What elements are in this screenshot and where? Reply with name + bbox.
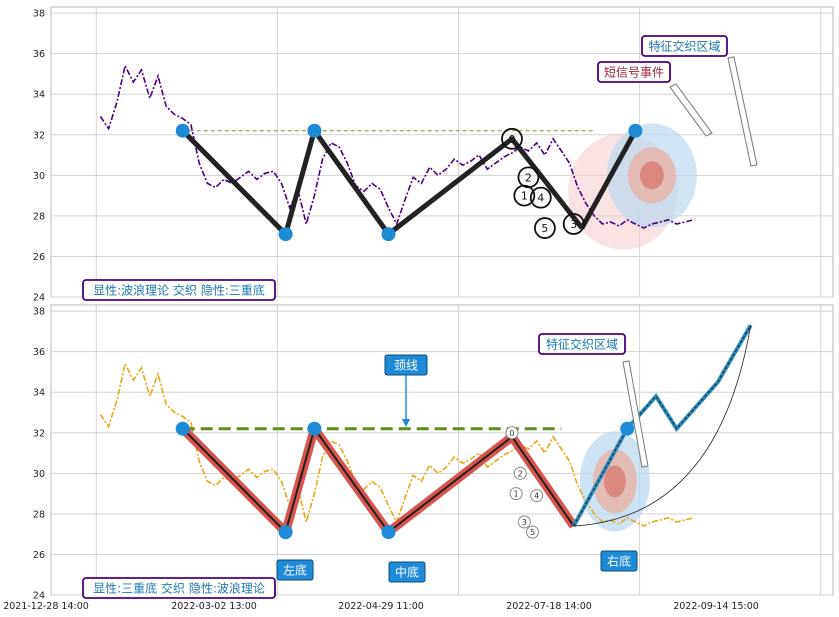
- feature-zone-label-box: [641, 35, 728, 57]
- y-tick-label: 38: [33, 307, 45, 318]
- y-tick-label: 24: [33, 591, 45, 602]
- right-bottom-label-box: [600, 550, 638, 572]
- wave-label: 1: [514, 490, 519, 499]
- wave-label-circle: [562, 213, 585, 235]
- pivot-dot: [278, 227, 293, 242]
- short-signal-label: 短信号事件: [604, 66, 664, 80]
- wave-label: 5: [541, 222, 548, 235]
- neckline-label: 颈线: [394, 359, 418, 373]
- feature-zone-label: 特征交织区域: [648, 39, 720, 54]
- y-tick-label: 32: [33, 428, 45, 439]
- wave-label-circle: [533, 217, 556, 239]
- wave-label-circle: [501, 127, 523, 150]
- y-tick-label: 30: [33, 469, 45, 480]
- wave-extension: [579, 129, 638, 230]
- wave-label-circle: [517, 515, 531, 529]
- wave-label: 0: [509, 429, 514, 438]
- x-tick-label: 2022-07-18 14:00: [506, 601, 592, 612]
- pivot-dot: [628, 123, 643, 138]
- wave-label: 3: [570, 218, 577, 231]
- y-tick-label: 36: [33, 49, 45, 60]
- wave-label: 1: [521, 190, 528, 203]
- y-tick-label: 26: [33, 252, 45, 263]
- projection-arc: [573, 325, 752, 527]
- pivot-dot: [307, 421, 322, 436]
- feature-zone-label: 特征交织区域: [546, 337, 618, 352]
- y-tick-label: 28: [33, 211, 45, 222]
- feature-zone-core: [639, 161, 664, 190]
- wave-label: 4: [534, 492, 539, 501]
- left-bottom-label-box: [276, 559, 314, 581]
- pattern-summary-label: 显性:三重底 交织 隐性:波浪理论: [93, 581, 265, 596]
- x-tick-label: 2022-09-14 15:00: [673, 601, 759, 612]
- feature-zone-label-box: [538, 333, 626, 355]
- y-tick-label: 34: [33, 388, 45, 399]
- annotation-arrow: [622, 360, 649, 468]
- x-tick-label: 2022-04-29 11:00: [338, 601, 424, 612]
- wave-line: [180, 128, 584, 237]
- wave-label-circle: [529, 186, 552, 209]
- annotation-arrow: [669, 83, 713, 137]
- middle-bottom-label-box: [388, 561, 426, 583]
- pivot-dot: [175, 123, 190, 138]
- y-tick-label: 38: [33, 9, 45, 20]
- price-line: [99, 63, 694, 229]
- wave-label-circle: [530, 489, 544, 503]
- y-tick-label: 36: [33, 347, 45, 358]
- wave-label: 3: [522, 518, 527, 527]
- wave-label-circle: [513, 184, 536, 207]
- wave-label-circle: [513, 466, 527, 480]
- pivot-dot: [175, 421, 190, 436]
- y-tick-label: 32: [33, 130, 45, 141]
- wave-label: 5: [530, 528, 535, 537]
- wave-label-circle: [526, 525, 540, 539]
- feature-zone-core: [603, 465, 626, 498]
- pivot-dot: [620, 421, 635, 436]
- pattern-summary-label-box: [82, 279, 276, 301]
- y-tick-label: 34: [33, 90, 45, 101]
- wave-label: 4: [537, 192, 544, 205]
- y-tick-label: 28: [33, 509, 45, 520]
- pattern-summary-box: [82, 577, 276, 599]
- panel-frame: [50, 304, 834, 596]
- x-tick-label: 2022-03-02 13:00: [171, 601, 257, 612]
- wave-label: 2: [518, 469, 523, 478]
- wave-label-circle: [509, 487, 523, 501]
- y-tick-label: 30: [33, 171, 45, 182]
- pattern-core: [181, 426, 575, 535]
- pattern-summary-label: 显性:波浪理论 交织 隐性:三重底: [93, 283, 265, 298]
- y-tick-label: 26: [33, 550, 45, 561]
- neckline-pointer-head: [402, 419, 410, 427]
- projection-core: [573, 325, 752, 527]
- short-signal-label-box: [597, 61, 671, 83]
- right-bottom-label: 右底: [607, 554, 631, 569]
- middle-bottom-label: 中底: [395, 565, 419, 580]
- pivot-dot: [381, 525, 396, 540]
- wave-label: 0: [508, 133, 515, 146]
- wave-label-circle: [505, 426, 519, 440]
- x-tick-label: 2021-12-28 14:00: [3, 601, 89, 612]
- annotation-arrow: [727, 56, 758, 167]
- pivot-dot: [278, 525, 293, 540]
- left-bottom-label: 左底: [283, 563, 307, 578]
- y-tick-label: 24: [33, 293, 45, 304]
- pivot-dot: [381, 227, 396, 242]
- wave-label: 2: [525, 171, 532, 184]
- pivot-dot: [307, 123, 322, 138]
